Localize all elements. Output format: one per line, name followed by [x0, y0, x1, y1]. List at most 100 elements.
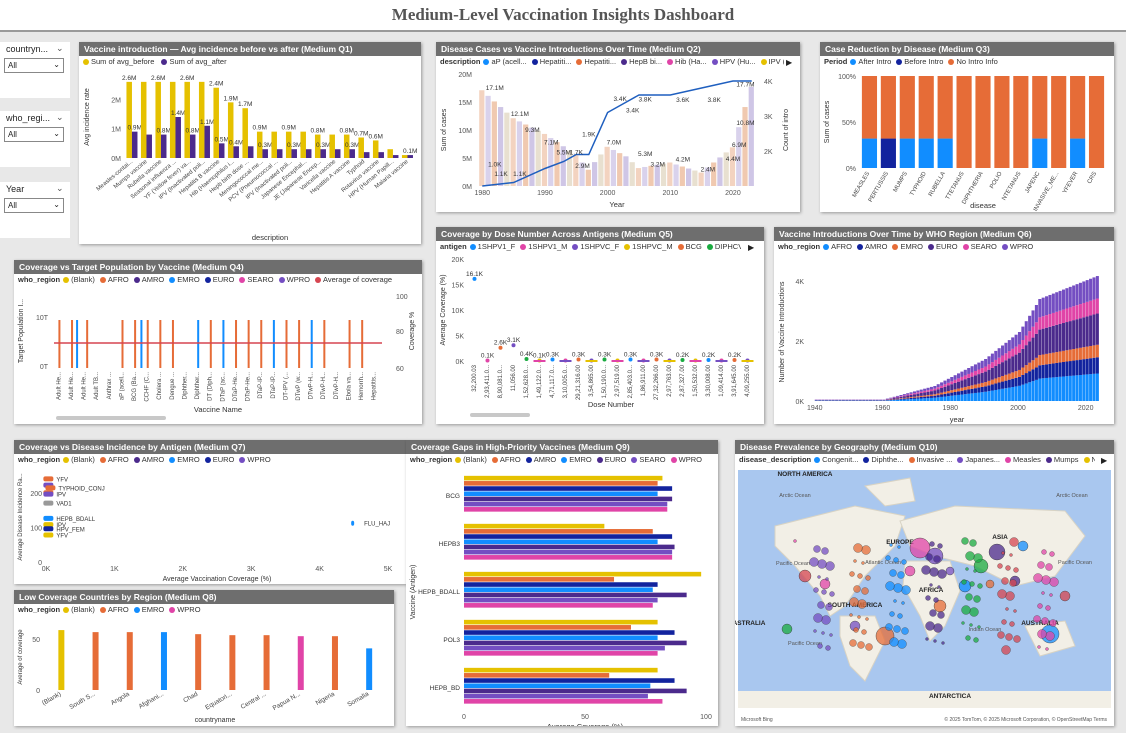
bar-segment	[1078, 359, 1082, 375]
legend-item[interactable]: Mumps	[1045, 455, 1079, 464]
chevron-down-icon[interactable]: ⌄	[56, 183, 64, 193]
bar	[189, 134, 196, 158]
slicer-dropdown[interactable]: All ⌄	[4, 198, 64, 213]
panel-q9[interactable]: Coverage Gaps in High-Priority Vaccines …	[406, 440, 718, 726]
legend-item[interactable]: AFRO	[99, 275, 129, 284]
legend-item[interactable]: EMRO	[169, 455, 200, 464]
legend-item[interactable]: EMRO	[892, 242, 923, 251]
legend-item[interactable]: HPV (Hu...	[711, 57, 756, 66]
legend-item[interactable]: After Intro	[850, 57, 891, 66]
panel-q10[interactable]: Disease Prevalence by Geography (Medium …	[735, 440, 1114, 726]
legend-item[interactable]: AFRO	[823, 242, 852, 251]
panel-q6[interactable]: Vaccine Introductions Over Time by WHO R…	[774, 227, 1114, 424]
x-tick-label: 2,85,403.0...	[628, 365, 634, 399]
legend-item[interactable]: AFRO	[99, 605, 129, 614]
legend-item[interactable]: EMRO	[169, 275, 200, 284]
play-icon[interactable]: ▶	[786, 58, 793, 67]
bar-segment	[1065, 350, 1069, 362]
legend-item[interactable]: 1SHPV1_F	[469, 242, 515, 251]
legend-item[interactable]: AFRO	[99, 455, 129, 464]
legend-item[interactable]: Hepatiti...	[531, 57, 571, 66]
legend-item[interactable]: WPRO	[670, 455, 702, 464]
legend-item[interactable]: DIPHCV4	[706, 242, 741, 251]
panel-q3[interactable]: Case Reduction by Disease (Medium Q3) Pe…	[820, 42, 1114, 212]
bar-segment	[1058, 362, 1062, 377]
legend-item[interactable]: Congenit...	[814, 455, 858, 464]
legend-item[interactable]: Neonat...	[1083, 455, 1095, 464]
panel-q4[interactable]: Coverage vs Target Population by Vaccine…	[14, 260, 422, 424]
legend-item[interactable]: AMRO	[856, 242, 887, 251]
legend-item[interactable]: BCG	[677, 242, 702, 251]
data-point	[602, 357, 607, 362]
horizontal-scrollbar[interactable]	[56, 416, 166, 420]
legend-item[interactable]: WPRO	[278, 275, 310, 284]
legend-item[interactable]: EURO	[596, 455, 626, 464]
legend-item[interactable]: HepB bi...	[621, 57, 662, 66]
panel-q8[interactable]: Low Coverage Countries by Region (Medium…	[14, 590, 394, 726]
bubble	[1013, 609, 1017, 613]
slicer-region[interactable]: who_regi... ⌄ All ⌄	[0, 111, 70, 167]
legend-marker	[204, 277, 211, 284]
legend-item[interactable]: WPRO	[169, 605, 201, 614]
chevron-down-icon[interactable]: ⌄	[56, 112, 64, 122]
legend-item[interactable]: EURO	[204, 455, 234, 464]
legend-item[interactable]: Sum of avg_before	[83, 57, 154, 66]
bar	[464, 534, 673, 539]
slicer-country[interactable]: countryn... ⌄ All ⌄	[0, 42, 70, 98]
legend-item[interactable]: Before Intro	[896, 57, 943, 66]
legend-item[interactable]: Hib (Ha...	[667, 57, 707, 66]
legend-item[interactable]: Sum of avg_after	[161, 57, 227, 66]
x-tick-label: 0	[462, 714, 466, 721]
legend-item[interactable]: Japanes...	[957, 455, 1000, 464]
legend-item[interactable]: Invasive ...	[908, 455, 952, 464]
slicer-dropdown[interactable]: All ⌄	[4, 127, 64, 142]
legend-item[interactable]: AFRO	[491, 455, 521, 464]
slicer-dropdown[interactable]: All ⌄	[4, 58, 64, 73]
legend-item[interactable]: 1SHPV1_M	[520, 242, 567, 251]
horizontal-scrollbar[interactable]	[470, 413, 530, 417]
legend-item[interactable]: EURO	[204, 275, 234, 284]
legend-label: AFRO	[499, 455, 521, 464]
legend-item[interactable]: (Blank)	[63, 275, 95, 284]
legend-item[interactable]: aP (acell...	[483, 57, 527, 66]
legend-item[interactable]: WPRO	[1001, 242, 1033, 251]
play-icon[interactable]: ▶	[748, 243, 755, 252]
legend-item[interactable]: SEARO	[962, 242, 997, 251]
bar	[171, 320, 174, 368]
legend-item[interactable]: IPV (Ina...	[760, 57, 784, 66]
bar	[126, 81, 132, 158]
panel-q2[interactable]: Disease Cases vs Vaccine Introductions O…	[436, 42, 800, 212]
legend-item[interactable]: Diphthe...	[863, 455, 904, 464]
legend-item[interactable]: EURO	[927, 242, 958, 251]
slicer-year[interactable]: Year ⌄ All ⌄	[0, 182, 70, 238]
data-point	[43, 522, 54, 528]
legend-item[interactable]: EMRO	[133, 605, 164, 614]
y-tick-label: 0	[38, 560, 42, 567]
panel-q7[interactable]: Coverage vs Disease Incidence by Antigen…	[14, 440, 406, 584]
legend-item[interactable]: Average of coverage	[314, 275, 392, 284]
x-tick-label: aP (acell...	[119, 372, 125, 401]
legend-item[interactable]: (Blank)	[63, 455, 95, 464]
panel-q5[interactable]: Coverage by Dose Number Across Antigens …	[436, 227, 764, 424]
legend-item[interactable]: SEARO	[239, 275, 274, 284]
legend-item[interactable]: Hepatiti...	[576, 57, 616, 66]
legend-item[interactable]: SEARO	[631, 455, 666, 464]
legend-item[interactable]: WPRO	[239, 455, 271, 464]
play-icon[interactable]: ▶	[1101, 456, 1108, 465]
legend-item[interactable]: No Intro Info	[948, 57, 998, 66]
bar-segment	[1038, 378, 1042, 401]
legend-item[interactable]: 1SHPVC_M	[624, 242, 673, 251]
panel-q1[interactable]: Vaccine introduction — Avg incidence bef…	[79, 42, 421, 244]
legend-item[interactable]: (Blank)	[455, 455, 487, 464]
legend-item[interactable]: AMRO	[133, 455, 164, 464]
legend-item[interactable]: (Blank)	[63, 605, 95, 614]
bar-segment	[940, 387, 944, 393]
legend-item[interactable]: AMRO	[133, 275, 164, 284]
chevron-down-icon[interactable]: ⌄	[56, 43, 64, 53]
legend-item[interactable]: 1SHPVC_F	[572, 242, 619, 251]
legend-item[interactable]: EMRO	[561, 455, 592, 464]
legend-item[interactable]: AMRO	[525, 455, 556, 464]
legend-item[interactable]: Measles	[1004, 455, 1041, 464]
bar	[401, 155, 408, 158]
